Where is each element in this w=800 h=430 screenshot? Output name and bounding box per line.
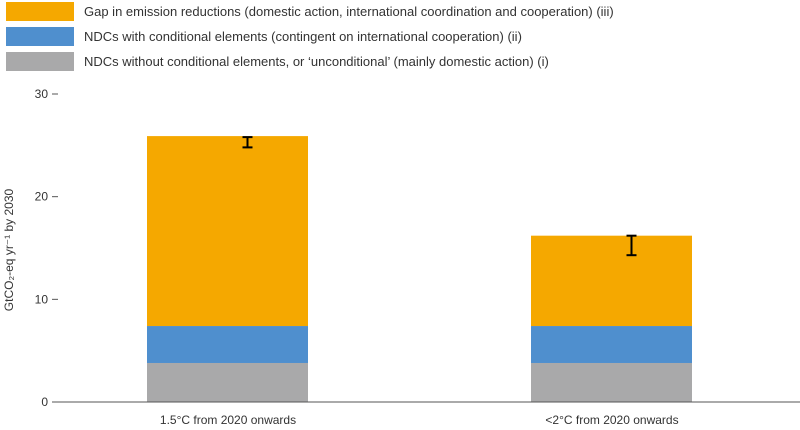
x-tick-label-0: 1.5°C from 2020 onwards	[160, 413, 296, 427]
legend-item-conditional: NDCs with conditional elements (continge…	[6, 25, 614, 47]
x-tick-label-1: <2°C from 2020 onwards	[545, 413, 678, 427]
y-axis-label: GtCO₂-eq yr⁻¹ by 2030	[2, 188, 16, 311]
error-bar-0	[242, 136, 253, 149]
legend-swatch-unconditional	[6, 51, 74, 71]
bar-segment-0-1	[147, 326, 308, 363]
y-tick-label-1: 10	[35, 292, 49, 306]
y-tick-label-0: 0	[41, 395, 48, 409]
bar-segment-1-2	[531, 235, 692, 327]
legend-swatch-conditional	[6, 26, 74, 46]
bar-segment-1-1	[531, 326, 692, 363]
legend-label-gap: Gap in emission reductions (domestic act…	[84, 3, 614, 19]
bars-group	[147, 136, 692, 402]
legend-item-unconditional: NDCs without conditional elements, or ‘u…	[6, 50, 614, 72]
y-tick-label-3: 30	[35, 87, 49, 101]
bar-segment-1-0	[531, 362, 692, 402]
legend: Gap in emission reductions (domestic act…	[6, 0, 614, 75]
y-axis-ticks: 0 10 20 30	[35, 87, 58, 409]
bar-segment-0-0	[147, 362, 308, 402]
error-bars-group	[242, 136, 637, 257]
error-bar-1	[626, 234, 637, 257]
legend-label-conditional: NDCs with conditional elements (continge…	[84, 28, 522, 44]
legend-swatch-gap	[6, 1, 74, 21]
bar-segment-0-2	[147, 136, 308, 327]
legend-item-gap: Gap in emission reductions (domestic act…	[6, 0, 614, 22]
y-tick-label-2: 20	[35, 190, 49, 204]
legend-label-unconditional: NDCs without conditional elements, or ‘u…	[84, 53, 549, 69]
